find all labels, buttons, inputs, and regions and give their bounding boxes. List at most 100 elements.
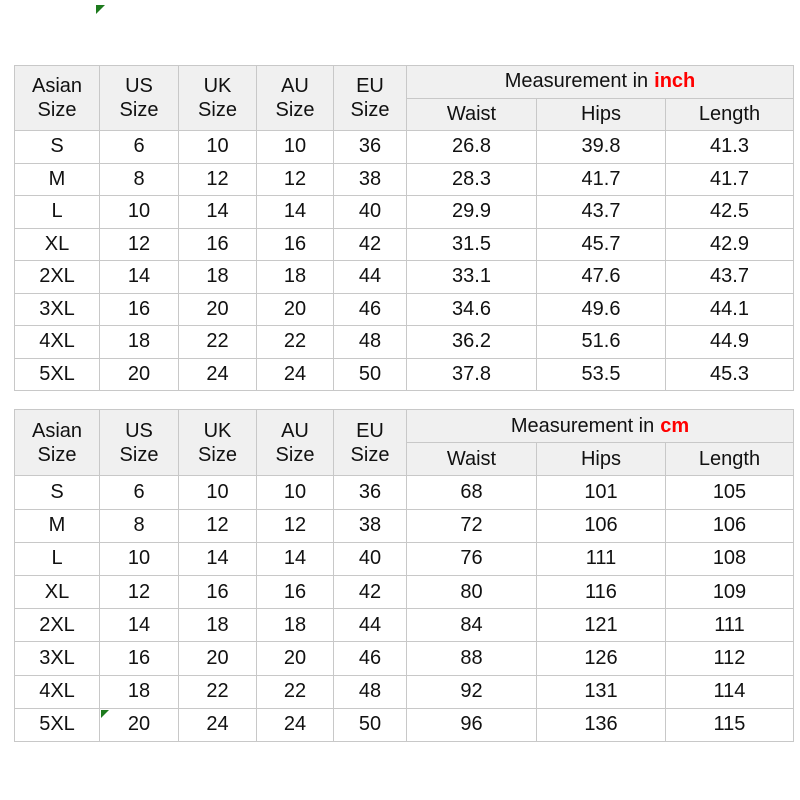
cell-uk-size: 20: [178, 641, 257, 676]
cell-asian-size: M: [14, 162, 100, 196]
cell-waist: 68: [406, 475, 537, 510]
cell-eu-size: 38: [333, 162, 407, 196]
cell-eu-size: 46: [333, 641, 407, 676]
cell-uk-size: 24: [178, 357, 257, 391]
cell-us-size: 8: [99, 508, 179, 543]
header-uk-size: UK Size: [178, 65, 257, 131]
cell-au-size: 22: [256, 325, 334, 359]
cell-length: 108: [665, 541, 794, 576]
cell-au-size: 20: [256, 641, 334, 676]
cell-us-size: 8: [99, 162, 179, 196]
cell-hips: 136: [536, 707, 666, 742]
header-hips: Hips: [536, 97, 666, 131]
cell-length: 112: [665, 641, 794, 676]
header-asian-size: Asian Size: [14, 65, 100, 131]
table-header-row: Asian Size US Size UK Size AU Size EU Si…: [14, 408, 794, 477]
cell-eu-size: 48: [333, 674, 407, 709]
cell-au-size: 24: [256, 357, 334, 391]
cell-hips: 47.6: [536, 260, 666, 294]
cell-hips: 39.8: [536, 130, 666, 164]
measure-subheader-row: Waist Hips Length: [15, 442, 794, 477]
cell-asian-size: XL: [14, 227, 100, 261]
cell-waist: 84: [406, 608, 537, 643]
table-row: 4XL 18 22 22 48 92 131 114: [14, 674, 794, 709]
header-measurement-inch: Measurement in inch: [406, 65, 794, 99]
cell-us-size: 12: [99, 574, 179, 610]
cell-length: 44.9: [665, 325, 794, 359]
cell-us-size: 18: [99, 674, 179, 709]
cell-us-size: 16: [99, 292, 179, 326]
cell-hips: 126: [536, 641, 666, 676]
cell-uk-size: 18: [178, 608, 257, 643]
table-row: 3XL 16 20 20 46 88 126 112: [14, 641, 794, 676]
cell-uk-size: 16: [178, 574, 257, 610]
header-au-size: AU Size: [256, 65, 334, 131]
cell-hips: 45.7: [536, 227, 666, 261]
measurement-prefix: Measurement in: [504, 70, 649, 93]
cell-eu-size: 40: [333, 195, 407, 229]
header-eu-size: EU Size: [333, 408, 407, 477]
cell-waist: 88: [406, 641, 537, 676]
cell-asian-size: 3XL: [14, 641, 100, 676]
table-row: S 6 10 10 36 68 101 105: [14, 475, 794, 510]
cell-au-size: 20: [256, 292, 334, 326]
table-row: M 8 12 12 38 28.3 41.7 41.7: [14, 162, 794, 196]
cell-eu-size: 44: [333, 260, 407, 294]
cell-eu-size: 48: [333, 325, 407, 359]
cell-asian-size: S: [14, 130, 100, 164]
cell-uk-size: 14: [178, 195, 257, 229]
table-row: XL 12 16 16 42 31.5 45.7 42.9: [14, 227, 794, 261]
cell-au-size: 22: [256, 674, 334, 709]
cell-uk-size: 18: [178, 260, 257, 294]
cell-waist: 80: [406, 574, 537, 610]
header-waist: Waist: [406, 97, 537, 131]
header-uk-size: UK Size: [178, 408, 257, 477]
table-row: 4XL 18 22 22 48 36.2 51.6 44.9: [14, 325, 794, 359]
cell-asian-size: 5XL: [14, 707, 100, 742]
cell-uk-size: 10: [178, 475, 257, 510]
cell-au-size: 24: [256, 707, 334, 742]
cell-us-size: 20: [99, 707, 179, 742]
cell-length: 106: [665, 508, 794, 543]
cell-waist: 92: [406, 674, 537, 709]
cell-hips: 111: [536, 541, 666, 576]
cell-us-size: 16: [99, 641, 179, 676]
cell-length: 42.9: [665, 227, 794, 261]
green-flag-icon: [96, 5, 105, 14]
cell-hips: 43.7: [536, 195, 666, 229]
cell-asian-size: L: [14, 195, 100, 229]
cell-waist: 29.9: [406, 195, 537, 229]
header-hips: Hips: [536, 442, 666, 477]
cell-waist: 37.8: [406, 357, 537, 391]
cell-asian-size: M: [14, 508, 100, 543]
cell-us-size: 20: [99, 357, 179, 391]
table-row: 3XL 16 20 20 46 34.6 49.6 44.1: [14, 292, 794, 326]
header-us-size: US Size: [99, 408, 179, 477]
cell-hips: 121: [536, 608, 666, 643]
cell-au-size: 10: [256, 130, 334, 164]
cell-uk-size: 22: [178, 325, 257, 359]
cell-waist: 33.1: [406, 260, 537, 294]
table-row: 5XL 20 24 24 50 96 136 115: [14, 707, 794, 742]
measurement-prefix: Measurement in: [510, 414, 655, 437]
header-length: Length: [665, 442, 794, 477]
table-row: S 6 10 10 36 26.8 39.8 41.3: [14, 130, 794, 164]
cell-hips: 116: [536, 574, 666, 610]
cell-hips: 49.6: [536, 292, 666, 326]
header-length: Length: [665, 97, 794, 131]
cell-eu-size: 44: [333, 608, 407, 643]
size-chart-table-cm: Asian Size US Size UK Size AU Size EU Si…: [14, 408, 794, 742]
cell-eu-size: 42: [333, 574, 407, 610]
cell-us-size: 14: [99, 608, 179, 643]
header-asian-size: Asian Size: [14, 408, 100, 477]
cell-asian-size: 4XL: [14, 674, 100, 709]
cell-length: 41.7: [665, 162, 794, 196]
cell-length: 44.1: [665, 292, 794, 326]
header-measurement-cm: Measurement in cm: [406, 408, 794, 444]
cell-waist: 96: [406, 707, 537, 742]
cell-au-size: 14: [256, 541, 334, 576]
cell-length: 114: [665, 674, 794, 709]
table-row: 2XL 14 18 18 44 33.1 47.6 43.7: [14, 260, 794, 294]
cell-asian-size: 5XL: [14, 357, 100, 391]
measure-subheader-row: Waist Hips Length: [15, 97, 794, 131]
